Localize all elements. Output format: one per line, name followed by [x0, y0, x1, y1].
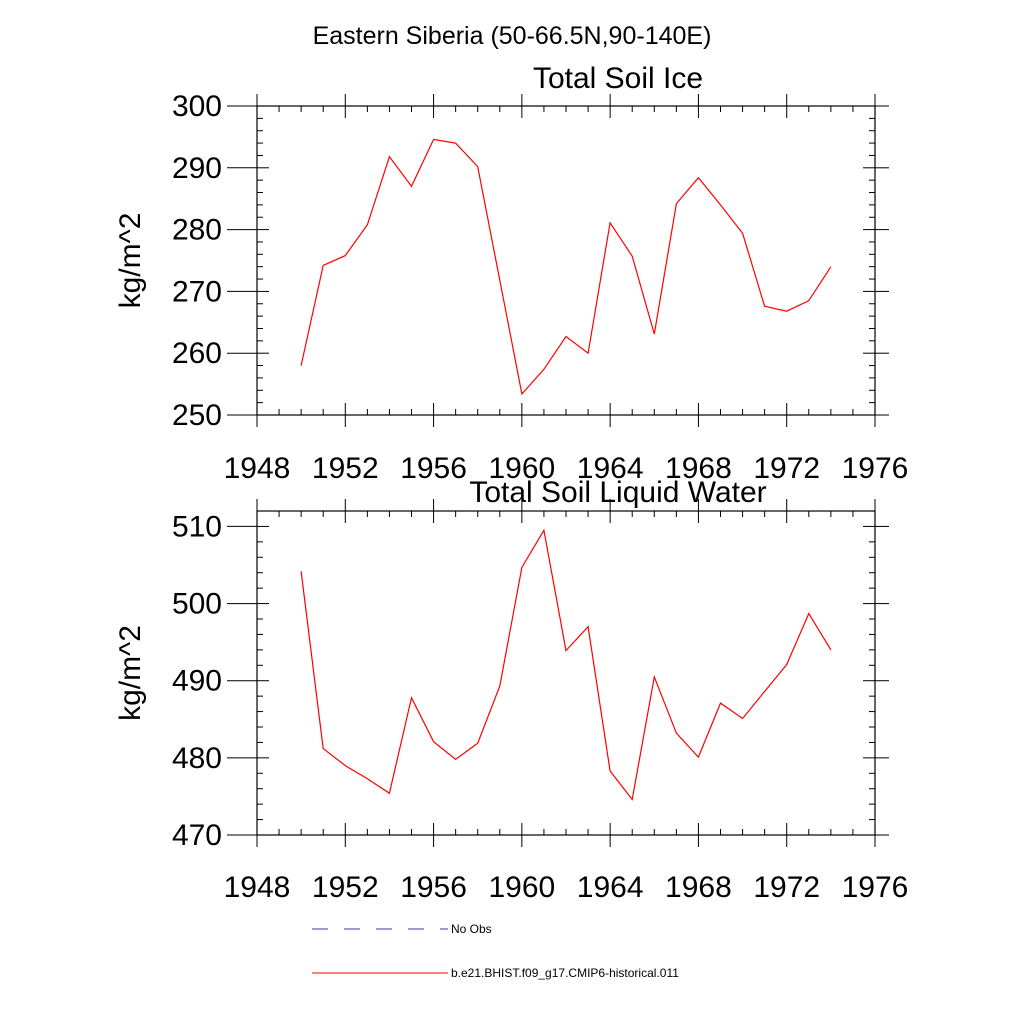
- series-line: [300, 528, 832, 801]
- y-tick-label: 300: [172, 90, 222, 123]
- y-tick-label: 490: [172, 665, 222, 698]
- x-tick-label: 1968: [665, 452, 732, 485]
- x-tick-label: 1952: [312, 452, 379, 485]
- x-tick-label: 1968: [665, 871, 732, 904]
- plot-frame: [256, 510, 876, 836]
- y-axis-label: kg/m^2: [114, 213, 147, 309]
- x-tick-label: 1972: [753, 452, 820, 485]
- y-tick-label: 500: [172, 588, 222, 621]
- legend-label: No Obs: [451, 922, 492, 936]
- x-tick-label: 1972: [753, 871, 820, 904]
- x-tick-label: 1964: [577, 452, 644, 485]
- figure-suptitle: Eastern Siberia (50-66.5N,90-140E): [313, 22, 712, 50]
- x-tick-label: 1956: [400, 452, 467, 485]
- y-tick-label: 480: [172, 742, 222, 775]
- legend: No Obs b.e21.BHIST.f09_g17.CMIP6-historic…: [312, 922, 679, 980]
- x-tick-label: 1956: [400, 871, 467, 904]
- x-tick-label: 1960: [488, 452, 555, 485]
- chart-title: Total Soil Liquid Water: [469, 476, 766, 509]
- x-tick-label: 1976: [842, 452, 909, 485]
- plot-frame: [256, 105, 876, 416]
- x-tick-label: 1948: [224, 452, 291, 485]
- panel-bottom: Total Soil Liquid Water kg/m^2 1948 1952 195…: [114, 476, 908, 904]
- y-tick-label: 510: [172, 510, 222, 543]
- x-tick-label: 1960: [488, 871, 555, 904]
- y-tick-label: 270: [172, 275, 222, 308]
- legend-label: b.e21.BHIST.f09_g17.CMIP6-historical.011: [451, 966, 679, 980]
- x-tick-label: 1976: [842, 871, 909, 904]
- panel-top: Total Soil Ice kg/m^2 1948 1952 1956 1960 1964…: [114, 62, 908, 485]
- series-line: [300, 138, 832, 396]
- x-tick-label: 1952: [312, 871, 379, 904]
- y-axis-label: kg/m^2: [114, 625, 147, 721]
- y-tick-label: 290: [172, 152, 222, 185]
- x-tick-label: 1948: [224, 871, 291, 904]
- chart-title: Total Soil Ice: [533, 62, 703, 95]
- y-tick-label: 260: [172, 337, 222, 370]
- y-tick-label: 250: [172, 399, 222, 432]
- y-tick-label: 280: [172, 214, 222, 247]
- y-tick-label: 470: [172, 819, 222, 852]
- x-tick-label: 1964: [577, 871, 644, 904]
